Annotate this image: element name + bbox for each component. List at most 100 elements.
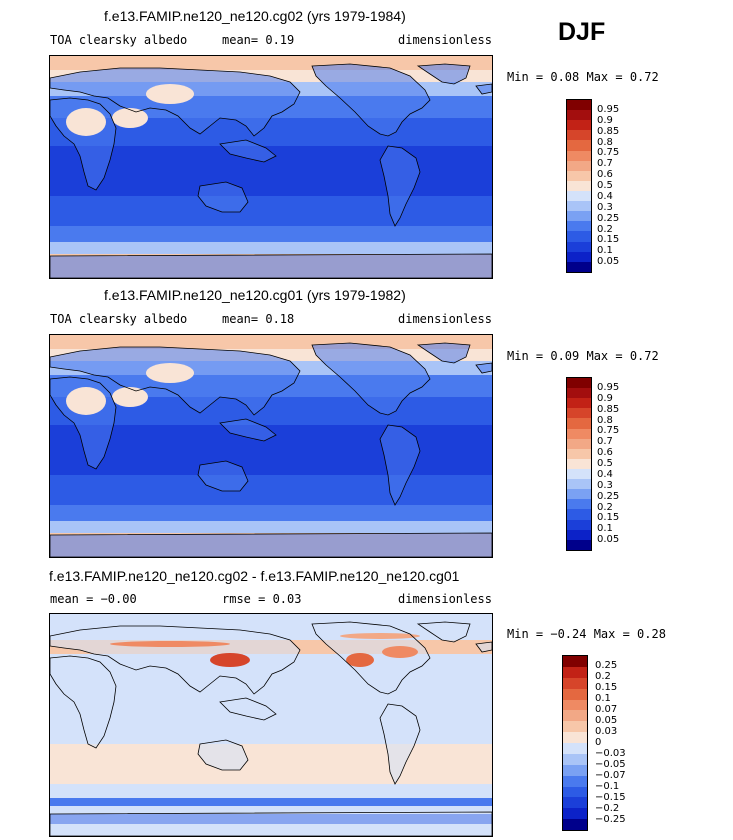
coastline xyxy=(416,63,471,85)
panel-3-colorbar xyxy=(562,655,588,831)
colorbar-tick-label: 0.05 xyxy=(595,715,618,726)
colorbar-tick-label: −0.2 xyxy=(595,803,620,814)
colorbar-tick-label: 0.07 xyxy=(595,704,618,715)
panel-2-title: f.e13.FAMIP.ne120_ne120.cg01 (yrs 1979-1… xyxy=(104,287,406,303)
coastline xyxy=(416,621,471,643)
colorbar-tick-label: 0.1 xyxy=(597,245,613,257)
panel-3-units-label: dimensionless xyxy=(398,592,492,606)
colorbar-tick-label: 0.4 xyxy=(597,468,613,480)
colorbar-tick-label: 0.05 xyxy=(597,256,620,268)
panel-3-title: f.e13.FAMIP.ne120_ne120.cg02 - f.e13.FAM… xyxy=(49,568,460,584)
panel-2-mean-label: mean= 0.18 xyxy=(222,312,295,326)
panel-3-map xyxy=(49,613,493,837)
coastline xyxy=(219,418,277,442)
field-band xyxy=(50,56,492,70)
colorbar-tick-label: 0.25 xyxy=(597,212,620,224)
difference-hotspot xyxy=(340,633,420,639)
panel-3-min-max: Min = −0.24 Max = 0.28 xyxy=(507,627,666,641)
colorbar-tick-label: 0.8 xyxy=(597,136,613,148)
colorbar-tick-label: 0.3 xyxy=(597,201,613,213)
colorbar-tick-label: 0.2 xyxy=(597,501,613,513)
difference-hotspot xyxy=(346,653,374,667)
colorbar-tick-label: 0.6 xyxy=(597,447,613,459)
coastline xyxy=(311,621,431,695)
coastline xyxy=(197,460,249,492)
panel-1-title: f.e13.FAMIP.ne120_ne120.cg02 (yrs 1979-1… xyxy=(104,8,406,24)
panel-2-map xyxy=(49,334,493,558)
field-band xyxy=(50,806,492,814)
colorbar-tick-label: 0.8 xyxy=(597,414,613,426)
land-shading xyxy=(50,626,300,694)
colorbar-tick-label: 0.9 xyxy=(597,392,613,404)
land-shading xyxy=(220,419,276,441)
field-band xyxy=(50,242,492,254)
colorbar-tick-label: 0.25 xyxy=(597,490,620,502)
land-shading xyxy=(50,254,492,278)
panel-2-min-max: Min = 0.09 Max = 0.72 xyxy=(507,349,659,363)
panel-1-colorbar xyxy=(566,99,592,273)
field-band xyxy=(50,798,492,806)
panel-1-units-label: dimensionless xyxy=(398,33,492,47)
coastline xyxy=(219,697,277,721)
panel-2-units-label: dimensionless xyxy=(398,312,492,326)
colorbar-tick-label: 0.9 xyxy=(597,114,613,126)
colorbar-tick-label: 0.15 xyxy=(595,682,618,693)
colorbar-tick-label: 0.95 xyxy=(597,103,620,115)
coastline xyxy=(50,253,492,278)
colorbar-tick-label: 0.1 xyxy=(595,693,611,704)
coastline xyxy=(50,346,301,416)
colorbar-tick-label: −0.15 xyxy=(595,792,626,803)
coastline xyxy=(50,811,492,836)
difference-hotspot xyxy=(210,653,250,667)
land-shading xyxy=(198,740,248,770)
coastline xyxy=(311,63,431,137)
field-band xyxy=(50,196,492,226)
season-label: DJF xyxy=(558,18,606,46)
panel-2-colorbar xyxy=(566,377,592,551)
colorbar-tick-label: 0.75 xyxy=(597,425,620,437)
coastline xyxy=(50,625,301,695)
difference-hotspot xyxy=(110,641,230,647)
colorbar-tick-label: 0.25 xyxy=(595,660,618,671)
colorbar-tick-label: 0.1 xyxy=(597,523,613,535)
land-shading xyxy=(198,461,248,491)
land-shading xyxy=(220,698,276,720)
field-band xyxy=(50,784,492,798)
panel-1-map xyxy=(49,55,493,279)
colorbar-tick-label: 0.15 xyxy=(597,234,620,246)
difference-hotspot xyxy=(382,646,418,658)
bright-region xyxy=(112,387,148,407)
land-shading xyxy=(198,182,248,212)
coastline xyxy=(50,97,117,191)
land-shading xyxy=(476,642,492,652)
land-shading xyxy=(50,533,492,557)
colorbar-tick-label: 0.5 xyxy=(597,180,613,191)
land-shading xyxy=(220,140,276,162)
coastline xyxy=(50,376,117,470)
colorbar-tick-label: −0.05 xyxy=(595,759,626,770)
field-band xyxy=(50,505,492,521)
land-shading xyxy=(50,656,116,748)
coastline xyxy=(311,342,431,416)
colorbar-tick-label: 0.2 xyxy=(595,671,611,682)
field-band xyxy=(50,475,492,505)
coastline xyxy=(475,362,492,374)
panel-1-min-max: Min = 0.08 Max = 0.72 xyxy=(507,70,659,84)
colorbar-tick-label: −0.03 xyxy=(595,748,626,759)
coastline xyxy=(379,703,421,785)
colorbar-tick-label: 0.85 xyxy=(597,403,620,415)
coastline xyxy=(379,145,421,227)
field-band xyxy=(50,521,492,533)
field-band xyxy=(50,226,492,242)
land-shading xyxy=(380,704,420,784)
coastline xyxy=(379,424,421,506)
land-shading xyxy=(50,812,492,836)
colorbar-tick-label: 0.4 xyxy=(597,190,613,202)
colorbar-tick-label: −0.25 xyxy=(595,814,626,825)
bright-region xyxy=(66,387,106,415)
bright-region xyxy=(146,84,194,104)
colorbar-tick-label: 0.03 xyxy=(595,726,618,737)
colorbar-tick-label: 0.15 xyxy=(597,512,620,524)
land-shading xyxy=(418,622,470,642)
bright-region xyxy=(146,363,194,383)
